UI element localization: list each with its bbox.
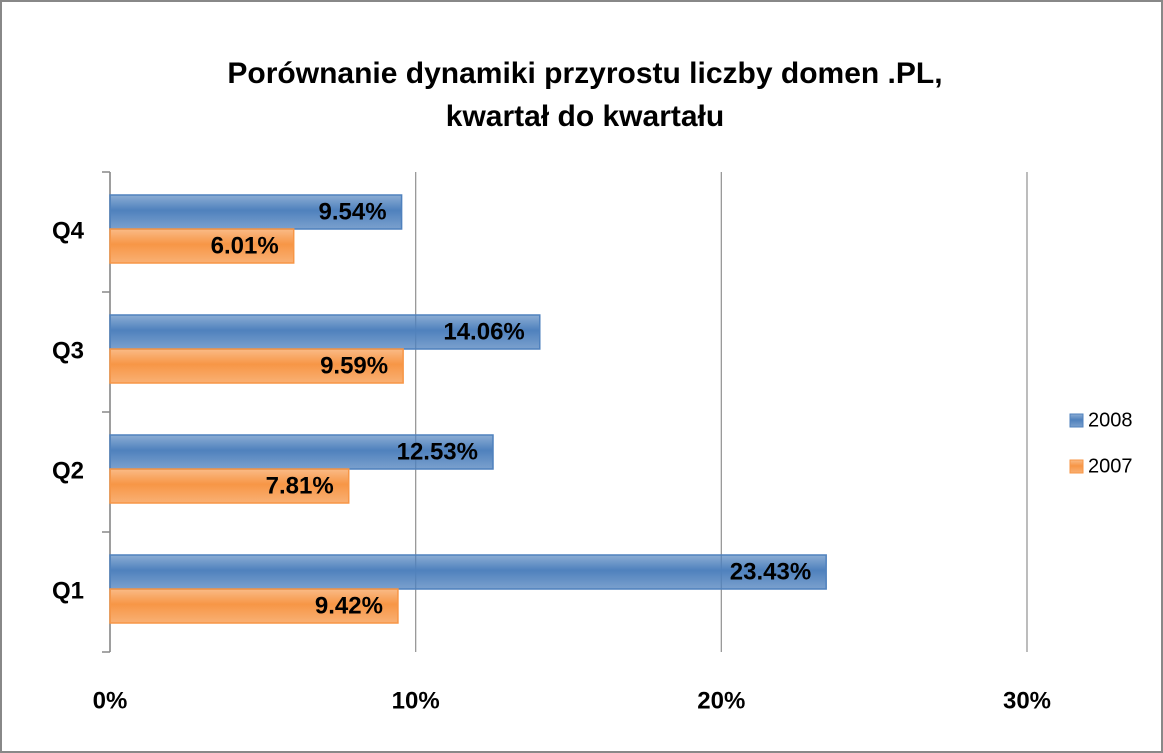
data-label: 14.06% bbox=[443, 318, 524, 345]
data-label: 7.81% bbox=[266, 472, 334, 499]
legend-swatch bbox=[1069, 459, 1084, 474]
x-tick-label: 0% bbox=[93, 687, 128, 714]
x-tick-label: 10% bbox=[392, 687, 440, 714]
bar bbox=[109, 588, 399, 624]
bar bbox=[109, 314, 541, 350]
bar bbox=[109, 228, 295, 264]
y-tick-label: Q4 bbox=[52, 217, 85, 244]
data-label: 6.01% bbox=[211, 232, 279, 259]
data-label: 9.59% bbox=[320, 352, 388, 379]
bar bbox=[109, 468, 350, 504]
legend-label: 2007 bbox=[1088, 455, 1133, 477]
data-label: 12.53% bbox=[397, 438, 478, 465]
x-tick-label: 20% bbox=[697, 687, 745, 714]
y-tick-label: Q1 bbox=[52, 577, 84, 604]
y-tick-label: Q2 bbox=[52, 457, 84, 484]
chart-title: Porównanie dynamiki przyrostu liczby dom… bbox=[227, 57, 942, 90]
chart-title: kwartał do kwartału bbox=[446, 100, 724, 133]
data-label: 9.54% bbox=[319, 198, 387, 225]
y-tick-label: Q3 bbox=[52, 337, 84, 364]
x-tick-label: 30% bbox=[1003, 687, 1051, 714]
legend-label: 2008 bbox=[1088, 409, 1133, 431]
bar bbox=[109, 554, 827, 590]
bar bbox=[109, 194, 403, 230]
bar bbox=[109, 348, 404, 384]
legend-swatch bbox=[1069, 413, 1084, 428]
data-label: 9.42% bbox=[315, 592, 383, 619]
data-label: 23.43% bbox=[730, 558, 811, 585]
